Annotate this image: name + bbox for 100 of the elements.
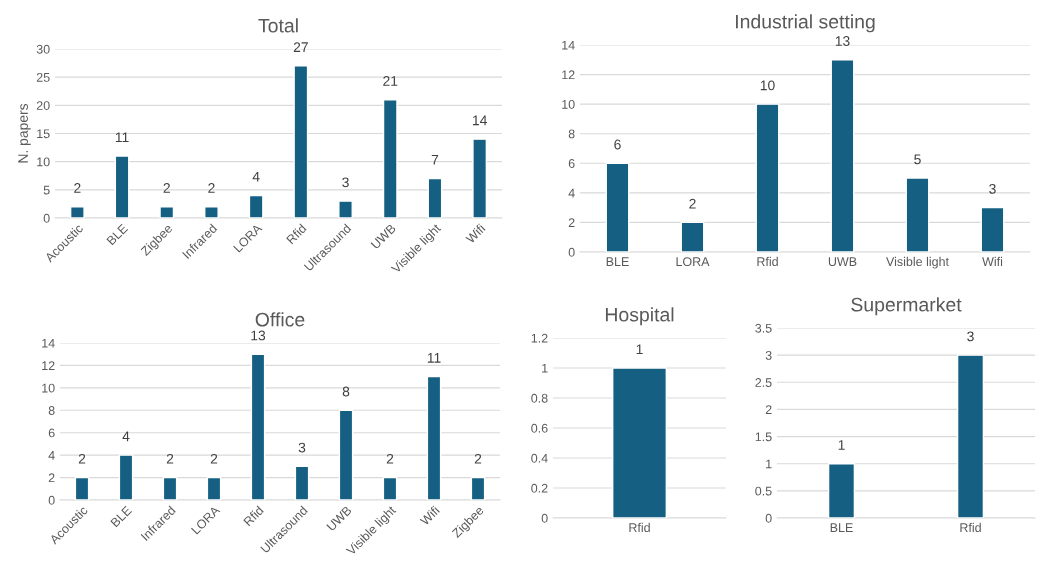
data-label: 13: [835, 36, 850, 46]
data-label: 3: [989, 183, 996, 194]
bar: [830, 59, 855, 252]
bar: [74, 476, 90, 500]
y-tick-label: 2.5: [755, 378, 772, 387]
data-label: 2: [78, 453, 86, 464]
data-label: 2: [689, 198, 696, 209]
bar: [382, 476, 398, 500]
data-label: 3: [298, 442, 306, 453]
bar: [338, 409, 354, 500]
x-tick-label: Wifi: [419, 505, 440, 526]
data-label: 1: [636, 344, 643, 355]
data-label: 21: [383, 76, 398, 86]
x-tick-label: Rfid: [960, 522, 981, 533]
bar: [470, 476, 486, 500]
data-label: 7: [431, 155, 439, 165]
y-tick-label: 2: [48, 473, 55, 483]
y-tick-label: 4: [48, 451, 55, 460]
y-tick-label: 10: [562, 99, 575, 109]
y-tick-label: 2: [568, 218, 575, 227]
bar: [338, 200, 353, 218]
bar: [472, 138, 488, 218]
bar: [427, 177, 443, 218]
y-tick-label: 0.6: [531, 423, 548, 433]
y-tick-label: 5: [43, 185, 50, 195]
bar: [980, 206, 1005, 252]
data-label: 4: [122, 431, 130, 442]
bar: [206, 476, 222, 500]
y-tick-label: 8: [568, 129, 575, 139]
y-tick-label: 14: [562, 40, 575, 50]
bar: [755, 103, 780, 252]
data-label: 2: [474, 453, 482, 464]
y-tick-label: 2: [765, 405, 772, 414]
data-label: 3: [342, 177, 349, 188]
data-label: 6: [614, 139, 621, 150]
y-tick-label: 14: [42, 338, 55, 348]
chart-title: Hospital: [605, 307, 674, 326]
y-tick-label: 0: [43, 213, 50, 223]
x-tick-label: Rfid: [757, 256, 778, 267]
data-label: 11: [115, 132, 129, 143]
bar: [159, 206, 175, 218]
data-label: 5: [914, 154, 921, 165]
y-tick-label: 0: [48, 495, 55, 505]
data-label: 11: [427, 353, 441, 363]
data-label: 4: [252, 171, 260, 182]
x-tick-label: Wifi: [464, 223, 486, 244]
y-tick-label: 1: [542, 363, 548, 373]
x-tick-label: LORA: [676, 257, 710, 267]
y-tick-label: 10: [37, 157, 50, 167]
data-label: 1: [838, 440, 845, 450]
bar: [114, 155, 130, 218]
data-label: 2: [210, 453, 218, 464]
data-label: 2: [386, 453, 394, 464]
chart-title: Industrial setting: [736, 14, 875, 33]
y-tick-label: 1.2: [531, 333, 548, 343]
y-tick-label: 15: [37, 129, 50, 139]
bar: [905, 177, 930, 252]
y-tick-label: 0: [541, 513, 548, 523]
y-tick-label: 20: [36, 101, 50, 110]
y-tick-label: 0: [765, 513, 772, 523]
data-label: 27: [293, 42, 308, 52]
bar: [294, 465, 310, 500]
y-tick-label: 25: [36, 72, 50, 82]
bar: [69, 206, 85, 218]
bar: [605, 162, 630, 252]
y-tick-label: 4: [568, 188, 575, 198]
x-tick-label: BLE: [606, 257, 629, 266]
chart-title: Total: [258, 18, 298, 33]
x-tick-label: UWB: [828, 257, 857, 267]
y-tick-label: 0.8: [531, 393, 548, 403]
y-tick-label: 10: [42, 383, 55, 393]
y-tick-label: 8: [48, 406, 55, 415]
y-tick-label: 3: [765, 350, 772, 360]
x-tick-label: Wifi: [982, 256, 1003, 266]
y-tick-label: 0.4: [531, 453, 548, 463]
y-axis-title: N. papers: [18, 103, 31, 163]
data-label: 13: [251, 330, 266, 341]
data-label: 2: [163, 183, 170, 193]
y-tick-label: 3.5: [755, 323, 772, 333]
y-tick-label: 6: [48, 428, 55, 438]
y-tick-label: 12: [42, 361, 55, 370]
x-tick-label: Rfid: [629, 522, 650, 533]
y-tick-label: 0: [568, 247, 575, 257]
bar: [680, 221, 705, 252]
bar: [118, 454, 134, 500]
chart-title: Supermarket: [851, 297, 962, 316]
bar: [162, 476, 178, 500]
chart-title: Office: [255, 312, 305, 327]
y-tick-label: 1: [766, 459, 772, 469]
y-tick-label: 0.2: [531, 483, 548, 493]
x-tick-label: BLE: [106, 223, 129, 246]
y-tick-label: 12: [562, 70, 575, 80]
data-label: 8: [342, 386, 350, 397]
bar: [426, 375, 442, 500]
bar: [293, 65, 309, 218]
data-label: 2: [74, 183, 81, 193]
bar: [382, 99, 398, 218]
y-tick-label: 30: [36, 44, 50, 54]
y-tick-label: 1.5: [755, 432, 772, 442]
data-label: 2: [208, 183, 215, 193]
